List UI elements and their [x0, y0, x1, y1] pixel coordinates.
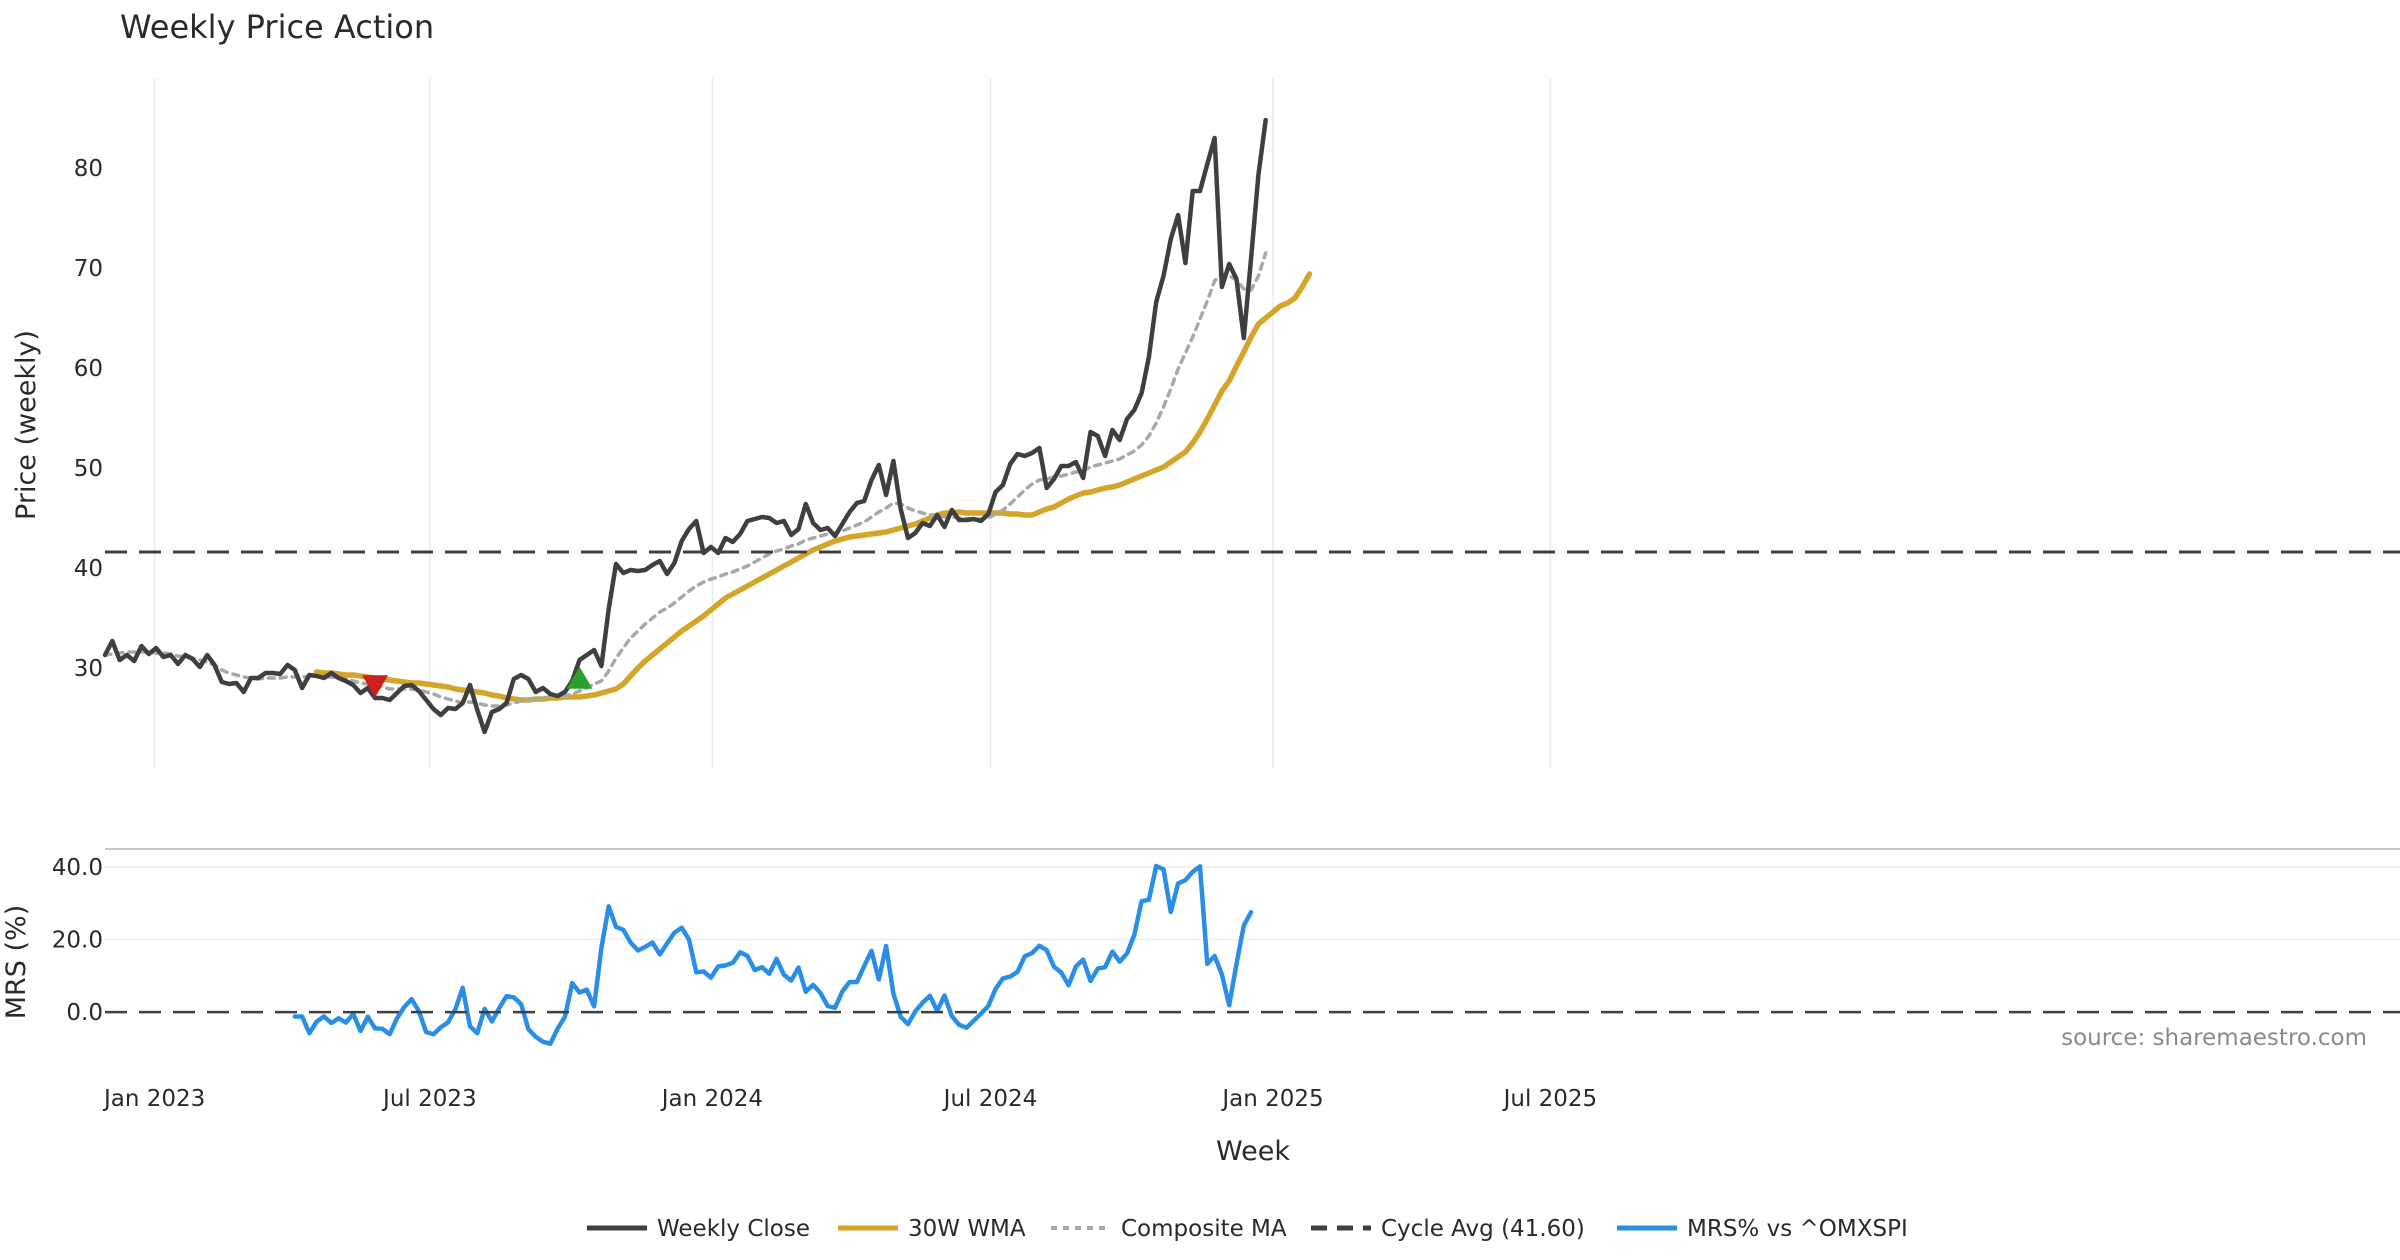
price-y-axis-label: Price (weekly): [11, 330, 42, 520]
price-y-tick-80: 80: [74, 156, 103, 182]
price-gridlines: [153, 78, 1552, 768]
mrs-y-tick-1: 20.0: [52, 928, 103, 954]
mrs-series: [105, 863, 2400, 1046]
chart-title: Weekly Price Action: [120, 8, 434, 46]
x-tick-label: Jul 2025: [1502, 1086, 1598, 1112]
legend-label-2: Composite MA: [1121, 1216, 1287, 1242]
price-y-tick-30: 30: [74, 656, 103, 682]
buy-signal-marker: [566, 666, 593, 689]
price-y-tick-70: 70: [74, 256, 103, 282]
price-series: [102, 117, 2400, 735]
legend: Weekly Close 30W WMA Composite MA Cycle Avg…: [587, 1216, 1908, 1242]
price-y-tick-60: 60: [74, 356, 103, 382]
price-panel: 30 40 50 60 70 80 Price (weekly): [11, 78, 2400, 768]
sell-signal-marker: [362, 675, 389, 698]
mrs-y-tick-0: 0.0: [66, 1000, 103, 1026]
mrs-gridlines: [105, 866, 2400, 941]
mrs-y-tick-2: 40.0: [52, 855, 103, 881]
mrs-y-axis-label: MRS (%): [1, 905, 32, 1020]
x-tick-label: Jan 2023: [102, 1086, 205, 1112]
x-tick-label: Jul 2024: [942, 1086, 1038, 1112]
weekly-close-line: [102, 117, 1268, 735]
mrs-y-axis: 0.0 20.0 40.0: [52, 855, 103, 1026]
signal-markers: [362, 666, 593, 698]
mrs-line: [292, 863, 1254, 1046]
legend-label-0: Weekly Close: [657, 1216, 810, 1242]
30w-wma-line: [313, 271, 1313, 703]
price-y-tick-40: 40: [74, 556, 103, 582]
x-axis: Jan 2023 Jul 2023 Jan 2024 Jul 2024 Jan 2025…: [102, 1086, 1597, 1112]
legend-label-3: Cycle Avg (41.60): [1381, 1216, 1585, 1242]
source-credit: source: sharemaestro.com: [2061, 1025, 2367, 1051]
mrs-panel: 0.0 20.0 40.0 MRS (%) source: sharemaestro…: [1, 848, 2400, 1051]
legend-label-4: MRS% vs ^OMXSPI: [1687, 1216, 1908, 1242]
x-tick-label: Jul 2023: [381, 1086, 477, 1112]
x-axis-label: Week: [1216, 1136, 1290, 1167]
x-tick-label: Jan 2025: [1220, 1086, 1323, 1112]
composite-ma-line: [103, 251, 1268, 708]
x-tick-label: Jan 2024: [660, 1086, 763, 1112]
price-y-tick-50: 50: [74, 456, 103, 482]
price-y-axis: 30 40 50 60 70 80: [74, 156, 103, 682]
legend-label-1: 30W WMA: [908, 1216, 1026, 1242]
